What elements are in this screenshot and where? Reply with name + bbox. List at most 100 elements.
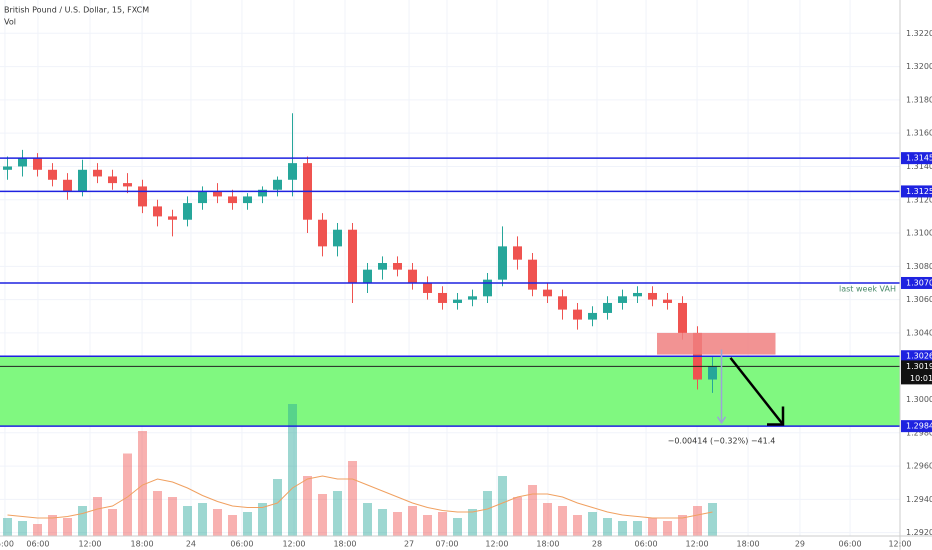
- volume-bar: [618, 521, 627, 536]
- volume-bar: [183, 506, 192, 536]
- candle-body: [438, 292, 447, 303]
- volume-bar: [648, 518, 657, 536]
- volume-bar: [333, 491, 342, 536]
- zone: [0, 356, 900, 427]
- candle-body: [243, 196, 252, 204]
- volume-bar: [123, 453, 132, 536]
- level-note: last week VAH: [839, 284, 896, 293]
- last-price-label: 1.30199: [906, 362, 932, 371]
- y-tick-label: 1.30000: [906, 395, 932, 404]
- candle-body: [468, 296, 477, 300]
- y-tick-label: 1.29600: [906, 462, 932, 471]
- x-tick-label: 18:00: [737, 540, 760, 549]
- volume-bar: [78, 506, 87, 536]
- chart-title: British Pound / U.S. Dollar, 15, FXCM: [4, 6, 149, 15]
- plot: last week VAH −0.00414 (−0.32%) −41.4: [0, 0, 901, 536]
- candle-body: [33, 158, 42, 170]
- candle-body: [558, 296, 567, 310]
- volume-bar: [603, 518, 612, 536]
- candle-body: [363, 269, 372, 283]
- y-tick-label: 1.30600: [906, 295, 932, 304]
- x-tick-label: 12:00: [686, 540, 709, 549]
- volume-bar: [468, 509, 477, 536]
- volume-bar: [33, 524, 42, 536]
- volume-bar: [528, 485, 537, 536]
- volume-bar: [168, 497, 177, 536]
- volume-bar: [198, 503, 207, 536]
- candle-body: [588, 312, 597, 320]
- volume-bar: [228, 515, 237, 536]
- level-label-box: [901, 350, 932, 363]
- x-tick-label: 06:00: [839, 540, 862, 549]
- candle-body: [108, 176, 117, 184]
- candle-body: [618, 296, 627, 303]
- x-tick-label: 5:00: [0, 540, 14, 549]
- y-tick-label: 1.31400: [906, 162, 932, 171]
- x-tick-label: 06:00: [26, 540, 49, 549]
- candle-body: [633, 292, 642, 297]
- y-tick-label: 1.29800: [906, 428, 932, 437]
- candle-body: [168, 216, 177, 220]
- candle-body: [138, 186, 147, 207]
- volume-bar: [363, 503, 372, 536]
- volume-bar: [3, 518, 12, 536]
- volume-bar: [543, 503, 552, 536]
- arrow-head: [767, 406, 785, 426]
- candle-body: [153, 206, 162, 217]
- level-label: 1.31250: [906, 187, 932, 196]
- volume-bar: [288, 404, 297, 536]
- volume-bar: [558, 506, 567, 536]
- volume-ma: [7, 475, 713, 519]
- candle-body: [123, 183, 132, 187]
- x-tick-label: 12:00: [888, 540, 911, 549]
- volume-bar: [378, 509, 387, 536]
- level-label: 1.31450: [906, 154, 932, 163]
- volume-bar: [678, 515, 687, 536]
- volume-bar: [393, 512, 402, 536]
- volume-bar: [258, 503, 267, 536]
- x-tick-label: 18:00: [333, 540, 356, 549]
- candle-body: [273, 179, 282, 190]
- volume-bar: [48, 515, 57, 536]
- candle-body: [543, 289, 552, 297]
- volume-bar: [273, 479, 282, 536]
- candle-body: [423, 282, 432, 293]
- volume-bar: [213, 509, 222, 536]
- level-label-box: [901, 276, 932, 289]
- candle-body: [63, 179, 72, 192]
- volume-bar: [573, 515, 582, 536]
- volume-bar: [348, 461, 357, 536]
- candle-body: [318, 219, 327, 247]
- x-tick-label: 06:00: [635, 540, 658, 549]
- volume-bar: [243, 512, 252, 536]
- level-label-box: [901, 420, 932, 433]
- y-tick-label: 1.31600: [906, 129, 932, 138]
- volume-bar: [708, 503, 717, 536]
- candle-body: [348, 229, 357, 283]
- countdown: 10:01: [910, 374, 932, 383]
- candle-body: [498, 246, 507, 280]
- candle-body: [408, 269, 417, 283]
- level-label: 1.30700: [906, 278, 932, 287]
- candle-body: [288, 163, 297, 180]
- y-tick-label: 1.29200: [906, 528, 932, 537]
- candle-body: [528, 259, 537, 290]
- volume-bar: [408, 506, 417, 536]
- candle-body: [378, 263, 387, 270]
- volume-bar: [483, 491, 492, 536]
- level-label-box: [901, 185, 932, 198]
- chart-subtitle: Vol: [4, 18, 16, 27]
- candle-body: [18, 158, 27, 167]
- volume-bar: [423, 515, 432, 536]
- arrow: [729, 357, 784, 426]
- volume-bar: [633, 521, 642, 536]
- level-label: 1.29840: [906, 422, 932, 431]
- x-tick-label: 27: [404, 540, 414, 549]
- measure-label: −0.00414 (−0.32%) −41.4: [668, 436, 776, 445]
- candle-body: [708, 366, 717, 380]
- candle-body: [648, 292, 657, 300]
- y-tick-label: 1.31000: [906, 229, 932, 238]
- x-tick-label: 24: [186, 540, 196, 549]
- level-label-box: [901, 152, 932, 165]
